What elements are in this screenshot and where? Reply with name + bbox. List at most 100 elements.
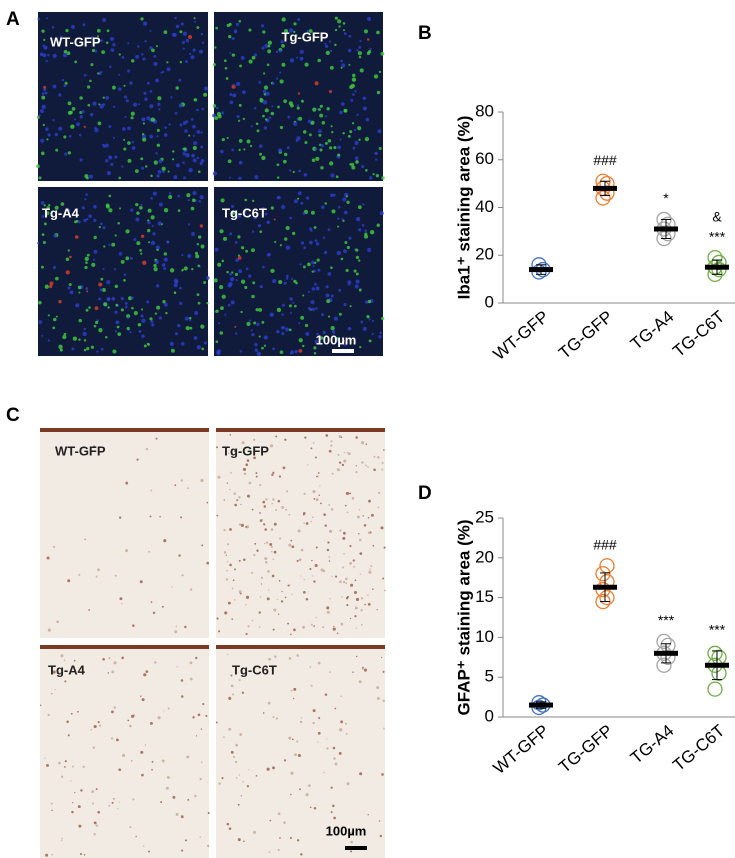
micrograph-speck [329,49,333,52]
micrograph-speck [52,317,57,322]
micrograph-speck [360,320,364,324]
micrograph-speck [207,811,210,815]
micrograph-speck [269,543,273,546]
micrograph-speck [95,788,98,790]
micrograph-speck [79,852,82,856]
micrograph-speck [322,236,326,239]
micrograph-speck [229,232,233,236]
micrograph-speck [184,839,188,842]
micrograph-speck [83,73,87,77]
micrograph-speck [155,437,158,440]
micrograph-speck [376,90,381,95]
micrograph-speck [155,152,158,155]
micrograph-speck [367,594,369,596]
micrograph-speck [365,117,370,122]
micrograph-speck [136,241,141,246]
micrograph-speck [261,207,265,211]
micrograph-speck [378,147,382,151]
micrograph-speck [335,175,339,179]
y-axis-label: GFAP⁺ staining area (%) [454,519,473,715]
micrograph-speck [292,301,295,304]
micrograph-speck [160,71,163,74]
micrograph-speck [131,760,133,762]
micrograph-speck [100,39,103,43]
micrograph-speck [206,561,210,565]
micrograph-speck [231,587,234,590]
micrograph-speck [230,674,233,677]
micrograph-speck [185,153,190,158]
micrograph-speck [197,170,201,174]
micrograph-speck [227,159,232,164]
micrograph-speck [227,601,231,605]
micrograph-speck [98,226,101,229]
micrograph-speck [333,625,335,628]
micrograph-speck [153,160,158,165]
micrograph-speck [270,528,274,531]
micrograph-speck [228,488,231,491]
micrograph-speck [47,53,50,57]
micrograph-speck [63,659,66,662]
micrograph-speck [173,291,176,294]
micrograph-speck [256,549,259,552]
micrograph-speck [253,830,257,834]
micrograph-speck [316,332,319,336]
micrograph-speck [233,84,236,87]
micrograph-speck [240,310,243,314]
micrograph-speck [377,506,380,509]
micrograph-speck [123,84,126,87]
mean-bar [654,650,678,656]
micrograph-speck [305,331,310,336]
micrograph-speck [52,53,57,58]
micrograph-speck [125,549,129,553]
micrograph-speck [135,203,139,207]
micrograph-speck [258,626,261,628]
micrograph-speck [313,625,315,627]
micrograph [216,428,386,638]
micrograph-speck [190,55,195,60]
micrograph-speck [298,169,302,173]
micrograph-speck [94,306,99,311]
micrograph-speck [251,508,254,511]
micrograph-speck [245,463,249,467]
micrograph-speck [334,762,338,766]
micrograph-speck [238,139,243,143]
micrograph-speck [330,444,333,447]
micrograph-speck [238,496,241,499]
micrograph-speck [215,309,219,314]
micrograph-speck [163,539,167,543]
micrograph-speck [277,812,281,816]
micrograph-speck [181,40,186,45]
micrograph-speck [117,87,122,91]
micrograph-speck [221,777,224,780]
micrograph-speck [368,339,372,343]
micrograph-speck [226,654,229,656]
micrograph-speck [145,448,149,451]
micrograph-speck [217,475,221,479]
micrograph-speck [277,613,280,615]
micrograph-speck [151,323,155,327]
micrograph-speck [175,163,181,168]
micrograph-speck [356,113,359,116]
micrograph-speck [250,248,255,253]
micrograph-speck [137,322,142,327]
micrograph-speck [381,176,385,180]
micrograph-speck [338,25,341,28]
micrograph-speck [146,81,150,85]
micrograph-speck [300,717,303,719]
micrograph-speck [216,617,219,620]
micrograph-speck [58,761,61,765]
micrograph-speck [348,34,352,38]
micrograph-speck [349,561,353,565]
micrograph-speck [129,826,132,829]
micrograph-speck [310,300,315,305]
micrograph-speck [151,225,154,228]
micrograph-speck [175,24,180,29]
micrograph-speck [247,625,250,628]
micrograph-speck [273,522,277,526]
micrograph-speck [111,710,114,714]
micrograph-speck [62,335,67,340]
micrograph-speck [383,727,385,730]
micrograph-speck [362,96,367,100]
micrograph-speck [320,568,324,572]
micrograph-speck [137,45,140,48]
